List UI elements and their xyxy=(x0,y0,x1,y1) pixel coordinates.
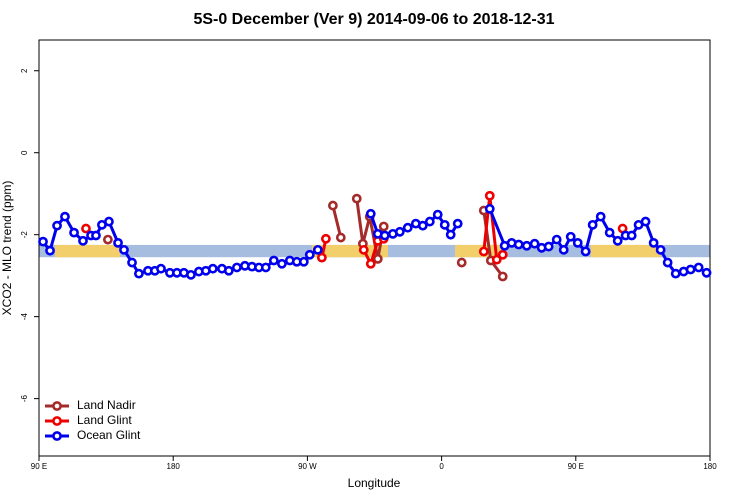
data-point xyxy=(379,230,390,241)
data-point xyxy=(207,263,218,274)
x-tick-label: 0 xyxy=(439,462,444,471)
x-tick-label: 180 xyxy=(167,462,181,471)
data-point xyxy=(693,262,704,273)
data-point xyxy=(565,231,576,242)
data-point xyxy=(358,244,369,255)
data-point xyxy=(365,258,376,269)
data-point xyxy=(484,190,495,201)
data-point xyxy=(52,220,62,231)
series-line xyxy=(331,198,504,278)
data-point xyxy=(604,227,615,238)
data-point xyxy=(45,245,55,256)
y-tick-label: 0 xyxy=(20,150,29,155)
data-point xyxy=(156,263,166,274)
legend-marker xyxy=(52,401,62,411)
data-point xyxy=(127,257,137,268)
data-point xyxy=(260,262,271,273)
x-tick-label: 180 xyxy=(703,462,717,471)
x-tick-label: 90 E xyxy=(31,462,47,471)
data-point xyxy=(580,246,591,257)
data-point xyxy=(551,234,562,245)
data-point xyxy=(304,249,315,260)
land-span xyxy=(54,244,121,258)
data-point xyxy=(327,200,338,211)
x-axis-label: Longitude xyxy=(348,476,401,490)
data-point xyxy=(298,256,309,267)
land-span xyxy=(311,244,388,258)
data-point xyxy=(648,237,659,248)
data-point xyxy=(60,211,70,222)
data-point xyxy=(394,226,405,237)
data-point xyxy=(529,238,540,249)
data-point xyxy=(452,218,463,229)
legend-label: Ocean Glint xyxy=(77,428,141,442)
data-point xyxy=(612,235,623,246)
data-point xyxy=(439,219,450,230)
legend-marker xyxy=(52,431,62,441)
x-tick-label: 90 W xyxy=(298,462,317,471)
data-point xyxy=(670,268,681,279)
data-point xyxy=(701,267,712,278)
data-point xyxy=(78,235,88,246)
data-point xyxy=(456,257,467,268)
data-point xyxy=(335,232,346,243)
data-point xyxy=(104,216,114,227)
data-point xyxy=(134,268,144,279)
data-point xyxy=(365,208,376,219)
data-point xyxy=(91,230,101,241)
data-point xyxy=(102,234,113,245)
data-point xyxy=(69,227,79,238)
data-point xyxy=(432,209,443,220)
x-tick-label: 90 E xyxy=(568,462,584,471)
data-point xyxy=(81,223,91,234)
data-point xyxy=(640,216,651,227)
legend-marker xyxy=(52,416,62,426)
y-tick-label: -6 xyxy=(20,395,29,403)
data-point xyxy=(320,233,331,244)
y-tick-label: -2 xyxy=(20,231,29,239)
data-point xyxy=(312,244,323,255)
y-tick-label: -4 xyxy=(20,313,29,321)
data-point xyxy=(655,244,666,255)
data-point xyxy=(572,237,583,248)
data-point xyxy=(513,239,524,250)
data-point xyxy=(424,216,435,227)
data-point xyxy=(685,264,696,275)
chart-title: 5S-0 December (Ver 9) 2014-09-06 to 2018… xyxy=(193,11,554,28)
data-point xyxy=(372,253,383,264)
data-point xyxy=(113,237,123,248)
data-point xyxy=(402,222,413,233)
data-point xyxy=(543,241,554,252)
data-point xyxy=(223,265,234,276)
data-point xyxy=(497,271,508,282)
data-point xyxy=(268,255,279,266)
data-point xyxy=(316,252,327,263)
data-point xyxy=(558,244,569,255)
data-point xyxy=(417,220,428,231)
data-point xyxy=(186,269,196,280)
data-point xyxy=(521,240,532,251)
y-tick-label: 2 xyxy=(20,68,29,73)
data-point xyxy=(626,230,637,241)
data-point xyxy=(445,229,456,240)
data-point xyxy=(491,254,502,265)
data-point xyxy=(38,236,48,247)
data-point xyxy=(587,219,598,230)
land-span xyxy=(590,244,661,258)
y-axis-label: XCO2 - MLO trend (ppm) xyxy=(0,181,14,316)
data-point xyxy=(662,257,673,268)
data-point xyxy=(484,203,495,214)
legend-label: Land Nadir xyxy=(77,398,136,412)
data-point xyxy=(497,249,508,260)
data-point xyxy=(378,221,389,232)
data-point xyxy=(231,262,242,273)
legend-label: Land Glint xyxy=(77,413,132,427)
plot-frame xyxy=(38,39,711,457)
data-point xyxy=(595,211,606,222)
data-point xyxy=(351,193,362,204)
data-point xyxy=(277,258,287,269)
data-point xyxy=(478,246,489,257)
data-point xyxy=(119,244,129,255)
